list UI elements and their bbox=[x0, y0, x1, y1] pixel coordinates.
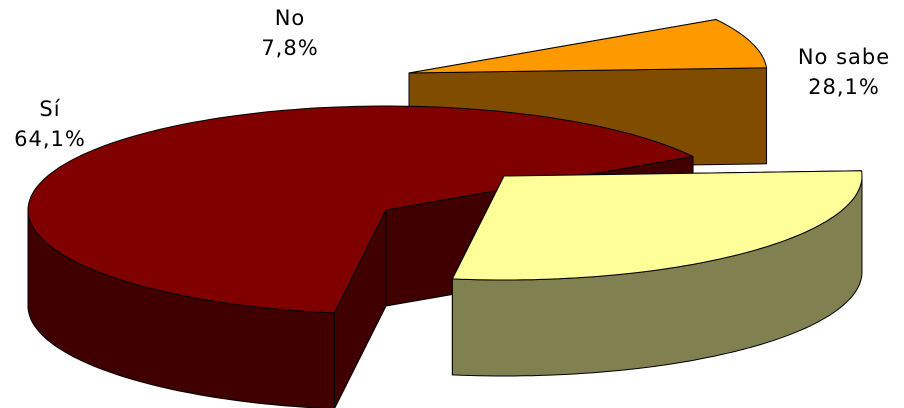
slice-value-si: 64,1% bbox=[14, 127, 86, 151]
slice-value-no-sabe: 28,1% bbox=[808, 75, 880, 99]
slice-no-sabe-top bbox=[451, 170, 863, 281]
slice-label-no-sabe: No sabe 28,1% bbox=[788, 42, 900, 102]
slice-value-no: 7,8% bbox=[261, 36, 319, 60]
slice-name-no-sabe: No sabe bbox=[797, 45, 891, 69]
slice-no-top bbox=[408, 19, 768, 74]
slice-no-sabe bbox=[451, 170, 863, 377]
slice-label-si: Sí 64,1% bbox=[2, 94, 98, 154]
slice-label-no: No 7,8% bbox=[245, 3, 335, 63]
slice-name-no: No bbox=[274, 6, 306, 30]
slice-name-si: Sí bbox=[39, 97, 61, 121]
slice-si-top bbox=[27, 105, 694, 314]
